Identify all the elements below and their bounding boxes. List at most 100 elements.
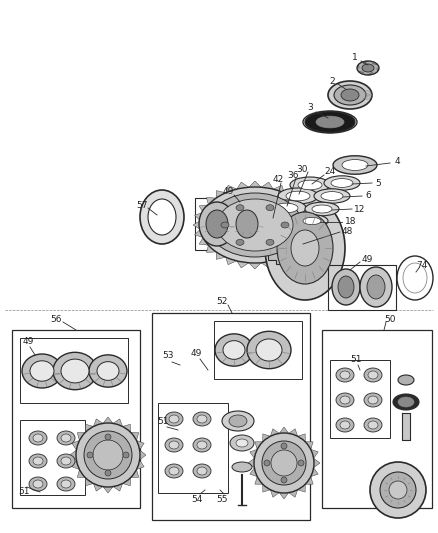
Bar	[158, 403, 228, 493]
Ellipse shape	[266, 205, 274, 211]
Ellipse shape	[368, 371, 378, 379]
Text: 56: 56	[50, 314, 62, 324]
Text: 12: 12	[354, 205, 366, 214]
Ellipse shape	[281, 443, 287, 449]
Text: 54: 54	[191, 495, 203, 504]
Polygon shape	[77, 432, 85, 440]
Polygon shape	[123, 424, 131, 432]
Polygon shape	[249, 181, 261, 187]
Ellipse shape	[389, 481, 407, 499]
Polygon shape	[248, 458, 254, 467]
Ellipse shape	[362, 64, 374, 72]
Text: 4: 4	[394, 157, 400, 166]
Polygon shape	[193, 221, 200, 229]
Ellipse shape	[368, 396, 378, 404]
Ellipse shape	[398, 397, 414, 407]
Ellipse shape	[338, 276, 354, 298]
Text: 6: 6	[365, 191, 371, 200]
Ellipse shape	[274, 203, 298, 213]
Polygon shape	[70, 450, 76, 460]
Ellipse shape	[278, 188, 318, 204]
Polygon shape	[103, 487, 113, 493]
Ellipse shape	[29, 431, 47, 445]
Ellipse shape	[169, 467, 179, 475]
Ellipse shape	[254, 433, 314, 493]
Polygon shape	[307, 213, 315, 221]
Text: 51: 51	[350, 356, 362, 365]
Bar	[214, 321, 302, 379]
Text: 5: 5	[375, 179, 381, 188]
Ellipse shape	[333, 156, 377, 174]
Ellipse shape	[57, 477, 75, 491]
Polygon shape	[294, 198, 304, 205]
Text: 49: 49	[191, 350, 201, 359]
Ellipse shape	[364, 418, 382, 432]
Ellipse shape	[140, 190, 184, 244]
Polygon shape	[93, 419, 103, 426]
Polygon shape	[310, 221, 317, 229]
Ellipse shape	[364, 368, 382, 382]
Ellipse shape	[165, 438, 183, 452]
Polygon shape	[302, 205, 311, 213]
Polygon shape	[93, 483, 103, 491]
Ellipse shape	[169, 441, 179, 449]
Polygon shape	[284, 191, 294, 198]
Polygon shape	[402, 413, 410, 440]
Ellipse shape	[277, 212, 333, 284]
Ellipse shape	[336, 418, 354, 432]
Ellipse shape	[281, 222, 289, 228]
Bar	[195, 198, 270, 250]
Ellipse shape	[193, 438, 211, 452]
Bar	[322, 330, 432, 508]
Text: 42: 42	[272, 175, 284, 184]
Ellipse shape	[336, 393, 354, 407]
Ellipse shape	[281, 477, 287, 483]
Bar	[20, 338, 128, 403]
Ellipse shape	[340, 396, 350, 404]
Ellipse shape	[105, 470, 111, 476]
Polygon shape	[199, 205, 208, 213]
Polygon shape	[72, 440, 79, 450]
Ellipse shape	[215, 334, 253, 366]
Text: 51: 51	[157, 417, 169, 426]
Ellipse shape	[312, 205, 332, 213]
Polygon shape	[137, 460, 144, 470]
Polygon shape	[284, 252, 294, 260]
Ellipse shape	[33, 434, 43, 442]
Polygon shape	[137, 440, 144, 450]
Bar	[152, 313, 310, 520]
Ellipse shape	[266, 239, 274, 245]
Ellipse shape	[169, 415, 179, 423]
Text: 3: 3	[307, 103, 313, 112]
Polygon shape	[305, 477, 313, 484]
Ellipse shape	[328, 81, 372, 109]
Polygon shape	[199, 238, 208, 245]
Polygon shape	[216, 191, 226, 198]
Polygon shape	[250, 449, 257, 458]
Polygon shape	[289, 490, 297, 497]
Ellipse shape	[61, 359, 89, 383]
Ellipse shape	[316, 116, 344, 128]
Polygon shape	[85, 478, 93, 486]
Ellipse shape	[250, 211, 294, 229]
Ellipse shape	[29, 477, 47, 491]
Polygon shape	[270, 490, 279, 497]
Text: 50: 50	[384, 314, 396, 324]
Ellipse shape	[368, 421, 378, 429]
Ellipse shape	[33, 457, 43, 465]
Polygon shape	[311, 467, 318, 477]
Text: 48: 48	[341, 228, 353, 237]
Ellipse shape	[230, 435, 254, 451]
Ellipse shape	[370, 462, 426, 518]
Polygon shape	[194, 213, 203, 221]
Polygon shape	[113, 483, 123, 491]
Ellipse shape	[305, 111, 355, 133]
Text: 36: 36	[287, 171, 299, 180]
Polygon shape	[226, 185, 237, 193]
Ellipse shape	[123, 452, 129, 458]
Ellipse shape	[165, 464, 183, 478]
Ellipse shape	[324, 176, 360, 190]
Ellipse shape	[57, 454, 75, 468]
Bar	[328, 265, 396, 310]
Ellipse shape	[303, 217, 321, 224]
